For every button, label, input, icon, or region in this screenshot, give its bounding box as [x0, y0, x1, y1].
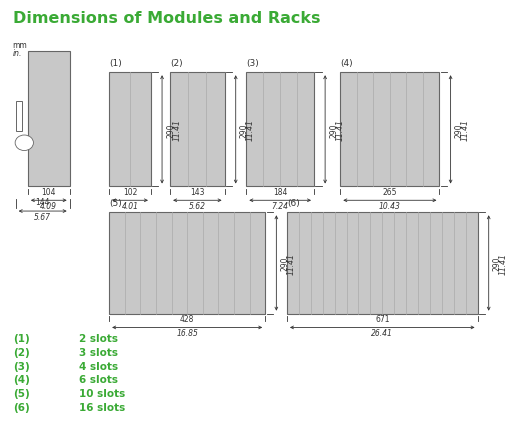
Text: (2): (2) [13, 347, 29, 357]
Text: 11.41: 11.41 [246, 119, 255, 141]
Text: 428: 428 [180, 314, 195, 323]
Text: 290: 290 [455, 123, 464, 137]
Text: 290: 290 [166, 123, 175, 137]
Text: 102: 102 [123, 187, 137, 196]
Text: 10 slots: 10 slots [79, 388, 125, 398]
Text: (1): (1) [13, 333, 29, 343]
Bar [109, 73, 151, 187]
Text: Dimensions of Modules and Racks: Dimensions of Modules and Racks [13, 11, 320, 26]
Text: 11.41: 11.41 [461, 119, 470, 141]
Text: (4): (4) [13, 375, 29, 384]
Text: (1): (1) [109, 59, 122, 68]
Bar [246, 73, 314, 187]
Text: 5.67: 5.67 [34, 212, 51, 221]
Text: 671: 671 [375, 314, 390, 323]
Text: 265: 265 [383, 187, 397, 196]
Text: (5): (5) [13, 388, 29, 398]
Bar [28, 52, 70, 187]
Text: 4 slots: 4 slots [79, 361, 118, 371]
Text: 11.41: 11.41 [172, 119, 181, 141]
Text: (3): (3) [246, 59, 259, 68]
Text: 290: 290 [329, 123, 338, 137]
Text: 11.41: 11.41 [287, 252, 296, 274]
Text: 10.43: 10.43 [379, 202, 401, 211]
Text: (2): (2) [170, 59, 183, 68]
Text: 290: 290 [493, 256, 502, 270]
Text: 16.85: 16.85 [176, 329, 198, 338]
Text: 7.24: 7.24 [272, 202, 289, 211]
Text: 290: 290 [240, 123, 249, 137]
Text: 6 slots: 6 slots [79, 375, 118, 384]
Text: 5.62: 5.62 [189, 202, 206, 211]
Text: 26.41: 26.41 [371, 329, 393, 338]
Text: (5): (5) [109, 199, 122, 208]
Circle shape [15, 136, 34, 151]
Bar [287, 213, 478, 314]
Text: 290: 290 [280, 256, 290, 270]
Text: 104: 104 [42, 187, 56, 196]
Text: (3): (3) [13, 361, 29, 371]
Text: 143: 143 [190, 187, 205, 196]
Text: 144: 144 [36, 198, 50, 207]
Bar [109, 213, 265, 314]
Bar [340, 73, 439, 187]
Text: in.: in. [13, 49, 22, 58]
Text: 2 slots: 2 slots [79, 333, 118, 343]
Text: mm: mm [13, 41, 27, 50]
Text: (6): (6) [287, 199, 300, 208]
Text: 4.09: 4.09 [40, 202, 57, 211]
Text: 3 slots: 3 slots [79, 347, 118, 357]
Text: (6): (6) [13, 402, 29, 412]
Text: 4.01: 4.01 [121, 202, 139, 211]
Text: (4): (4) [340, 59, 353, 68]
Bar [16, 102, 22, 132]
Text: 11.41: 11.41 [335, 119, 344, 141]
Text: 11.41: 11.41 [499, 252, 508, 274]
Text: 16 slots: 16 slots [79, 402, 125, 412]
Text: 184: 184 [273, 187, 288, 196]
Bar [170, 73, 225, 187]
